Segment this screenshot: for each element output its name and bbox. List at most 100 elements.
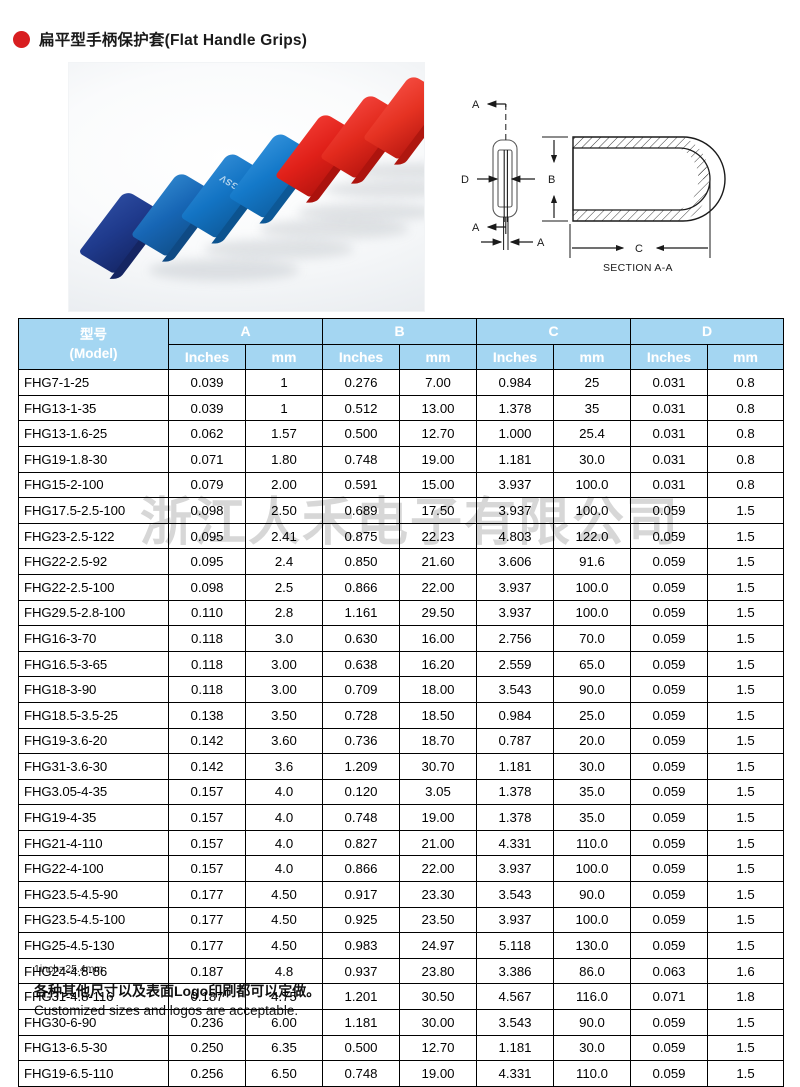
cell-c-mm: 30.0 — [553, 445, 631, 473]
cell-b-in: 0.748 — [322, 445, 400, 473]
cell-b-in: 0.500 — [322, 1034, 400, 1062]
cell-model: FHG31-4.8-116 — [18, 983, 169, 1011]
table-row: FHG19-4-35 0.157 4.0 0.748 19.00 1.378 35.0 0.0… — [18, 804, 784, 831]
cell-a-mm: 6.50 — [245, 1060, 323, 1087]
cell-a-in: 0.187 — [168, 983, 246, 1011]
cell-d-in: 0.059 — [630, 1060, 708, 1087]
cell-model: FHG23-2.5-122 — [18, 522, 169, 550]
cell-b-in: 0.748 — [322, 804, 400, 831]
cell-d-mm: 1.8 — [707, 983, 784, 1011]
table-row: FHG23-2.5-122 0.095 2.41 0.875 22.23 4.803 122… — [18, 522, 784, 550]
th-group-d: D — [630, 318, 784, 345]
th-c-inches: Inches — [476, 343, 554, 371]
cell-a-mm: 3.6 — [245, 753, 323, 780]
cell-model: FHG17.5-2.5-100 — [18, 497, 169, 524]
cell-a-mm: 4.50 — [245, 881, 323, 908]
cell-model: FHG19-4-35 — [18, 804, 169, 831]
table-row: FHG18.5-3.5-25 0.138 3.50 0.728 18.50 0.984 25… — [18, 701, 784, 729]
cell-c-in: 3.937 — [476, 906, 554, 934]
cell-d-mm: 1.5 — [707, 1060, 784, 1087]
cell-a-mm: 4.50 — [245, 906, 323, 934]
cell-d-mm: 1.5 — [707, 650, 784, 678]
cell-a-in: 0.157 — [168, 829, 246, 857]
cell-b-mm: 19.00 — [399, 804, 477, 831]
cell-a-in: 0.157 — [168, 855, 246, 883]
cell-a-mm: 4.0 — [245, 778, 323, 806]
cell-d-mm: 0.8 — [707, 420, 784, 447]
cell-d-mm: 1.5 — [707, 855, 784, 883]
cell-model: FHG19-1.8-30 — [18, 445, 169, 473]
cell-d-in: 0.059 — [630, 548, 708, 575]
cell-a-mm: 2.4 — [245, 548, 323, 575]
cell-b-in: 1.161 — [322, 599, 400, 627]
cell-c-mm: 20.0 — [553, 727, 631, 755]
cell-model: FHG21-4-110 — [18, 829, 169, 857]
table-row: FHG13-1-35 0.039 1 0.512 13.00 1.378 35 0.031 0.… — [18, 394, 784, 422]
cell-a-in: 0.098 — [168, 573, 246, 601]
table-row: FHG18-3-90 0.118 3.00 0.709 18.00 3.543 90.0 0.… — [18, 676, 784, 703]
cell-a-in: 0.039 — [168, 394, 246, 422]
red-bullet-icon — [13, 30, 30, 48]
cell-model: FHG19-3.6-20 — [18, 727, 169, 755]
table-row: FHG19-6.5-110 0.256 6.50 0.748 19.00 4.331 110… — [18, 1060, 784, 1087]
table-row: FHG17.5-2.5-100 0.098 2.50 0.689 17.50 3.937 1… — [18, 497, 784, 524]
cell-a-in: 0.236 — [168, 1009, 246, 1036]
drawing-label-a-bottom: A — [472, 222, 480, 234]
cell-d-mm: 1.5 — [707, 727, 784, 755]
table-row: FHG22-2.5-100 0.098 2.5 0.866 22.00 3.937 100.… — [18, 573, 784, 601]
cell-d-in: 0.071 — [630, 983, 708, 1011]
cell-a-mm: 3.00 — [245, 676, 323, 703]
th-a-mm: mm — [245, 343, 323, 371]
cell-b-in: 1.209 — [322, 753, 400, 780]
table-row: FHG31-3.6-30 0.142 3.6 1.209 30.70 1.181 30.0 0… — [18, 753, 784, 780]
cell-a-in: 0.039 — [168, 369, 246, 396]
cell-c-mm: 35 — [553, 394, 631, 422]
cell-c-mm: 86.0 — [553, 957, 631, 985]
cell-d-mm: 1.5 — [707, 599, 784, 627]
cell-c-mm: 122.0 — [553, 522, 631, 550]
cell-a-mm: 4.0 — [245, 804, 323, 831]
cell-d-in: 0.059 — [630, 522, 708, 550]
cell-c-mm: 30.0 — [553, 753, 631, 780]
cell-c-in: 3.543 — [476, 676, 554, 703]
drawing-label-a-top: A — [472, 99, 480, 111]
cell-b-in: 0.937 — [322, 957, 400, 985]
cell-d-in: 0.059 — [630, 676, 708, 703]
spec-table-body: FHG7-1-25 0.039 1 0.276 7.00 0.984 25 0.031 0.8 F… — [18, 369, 784, 1087]
cell-b-mm: 29.50 — [399, 599, 477, 627]
page-title-row: 扁平型手柄保护套(Flat Handle Grips) — [0, 22, 800, 56]
cell-b-mm: 21.00 — [399, 829, 477, 857]
cell-c-in: 1.181 — [476, 753, 554, 780]
cell-b-in: 0.917 — [322, 881, 400, 908]
cell-a-in: 0.062 — [168, 420, 246, 447]
cell-b-in: 0.728 — [322, 701, 400, 729]
cell-b-in: 0.630 — [322, 625, 400, 652]
cell-c-in: 2.756 — [476, 625, 554, 652]
cell-a-in: 0.177 — [168, 932, 246, 959]
table-row: FHG31-4.8-116 0.187 4.75 1.201 30.50 4.567 116… — [18, 983, 784, 1011]
cell-d-mm: 1.5 — [707, 778, 784, 806]
table-row: FHG16-3-70 0.118 3.0 0.630 16.00 2.756 70.0 0.0… — [18, 625, 784, 652]
cell-d-in: 0.059 — [630, 753, 708, 780]
cell-a-in: 0.098 — [168, 497, 246, 524]
cell-c-in: 3.606 — [476, 548, 554, 575]
th-b-inches: Inches — [322, 343, 400, 371]
cell-b-in: 1.201 — [322, 983, 400, 1011]
th-a-inches: Inches — [168, 343, 246, 371]
cell-b-in: 0.925 — [322, 906, 400, 934]
cell-a-in: 0.256 — [168, 1060, 246, 1087]
media-band: GSV — [0, 62, 800, 312]
cell-a-mm: 6.00 — [245, 1009, 323, 1036]
cell-c-mm: 110.0 — [553, 1060, 631, 1087]
cell-c-mm: 25 — [553, 369, 631, 396]
cell-b-mm: 30.50 — [399, 983, 477, 1011]
cell-a-mm: 6.35 — [245, 1034, 323, 1062]
cell-d-in: 0.059 — [630, 625, 708, 652]
cell-c-in: 3.937 — [476, 855, 554, 883]
cell-model: FHG22-2.5-92 — [18, 548, 169, 575]
cell-d-mm: 0.8 — [707, 394, 784, 422]
cell-d-in: 0.031 — [630, 369, 708, 396]
cell-d-mm: 1.5 — [707, 804, 784, 831]
th-d-mm: mm — [707, 343, 784, 371]
cell-model: FHG22-4-100 — [18, 855, 169, 883]
